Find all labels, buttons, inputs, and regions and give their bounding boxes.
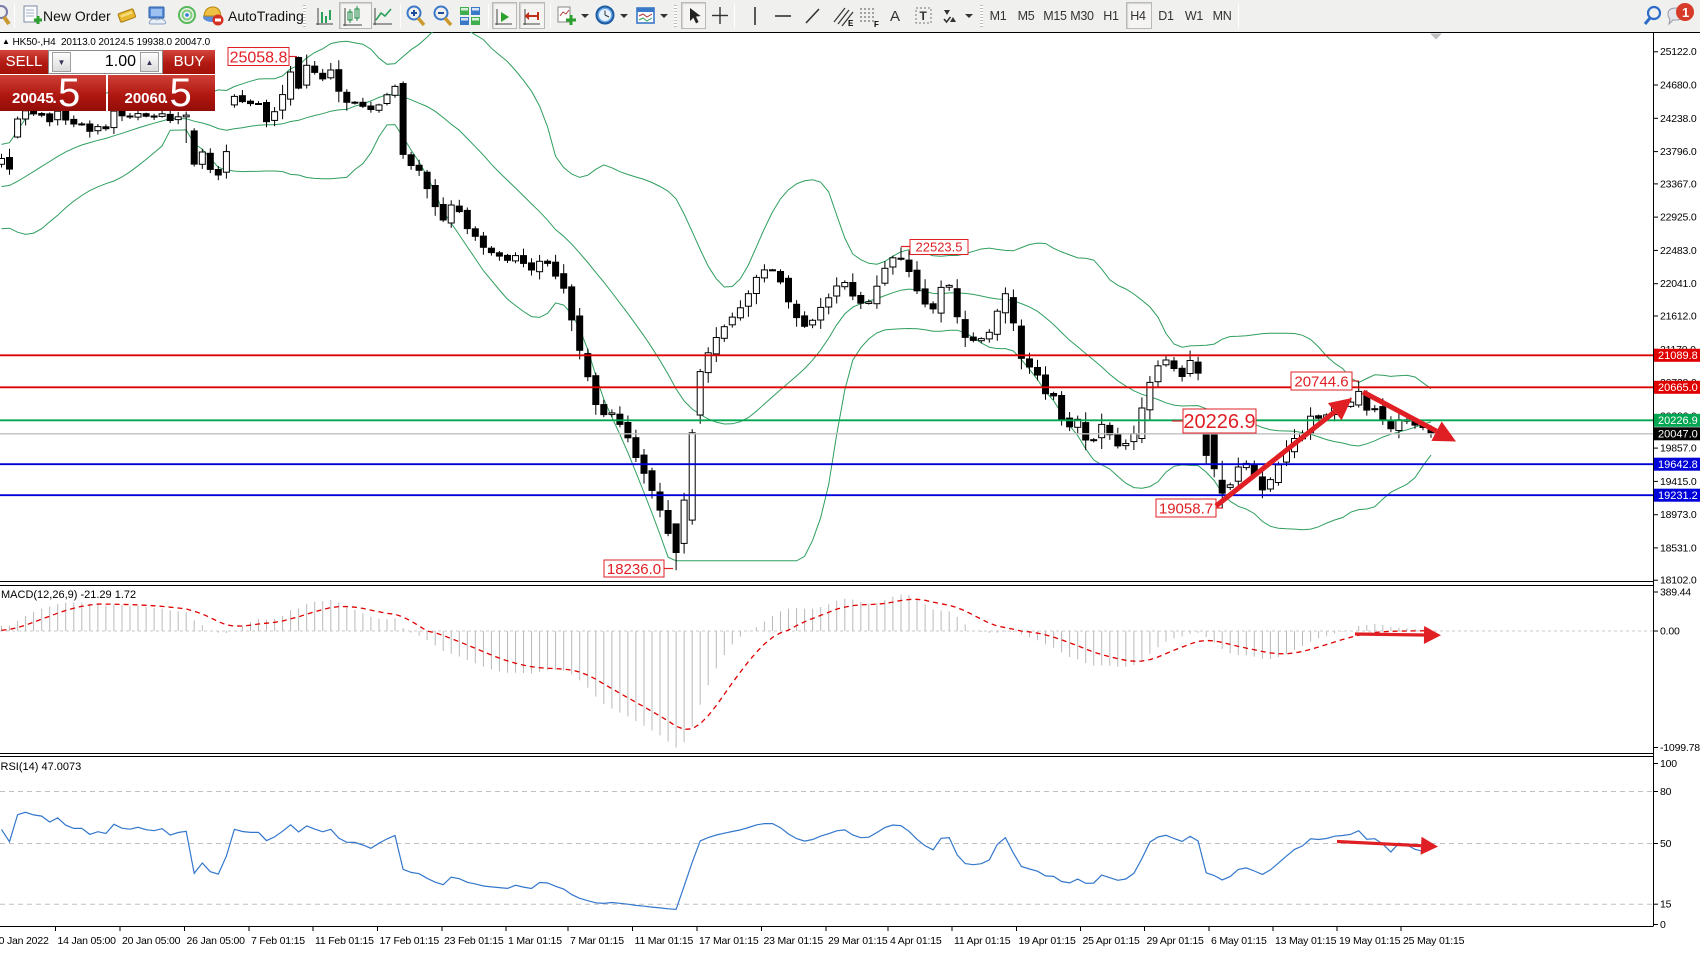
svg-text:18102.0: 18102.0: [1660, 575, 1697, 587]
svg-text:0: 0: [1660, 919, 1666, 931]
svg-text:25122.0: 25122.0: [1660, 46, 1697, 58]
svg-text:20226.9: 20226.9: [1658, 415, 1698, 427]
svg-text:A: A: [890, 8, 900, 25]
svg-text:E: E: [848, 19, 854, 28]
svg-text:19 May 01:15: 19 May 01:15: [1339, 935, 1401, 947]
svg-text:19642.8: 19642.8: [1658, 459, 1698, 471]
svg-text:19415.0: 19415.0: [1660, 476, 1697, 488]
svg-text:7 Mar 01:15: 7 Mar 01:15: [570, 935, 624, 947]
svg-text:19058.7: 19058.7: [1159, 500, 1213, 517]
svg-text:18236.0: 18236.0: [607, 561, 661, 578]
svg-text:22483.0: 22483.0: [1660, 245, 1697, 257]
svg-text:19 Apr 01:15: 19 Apr 01:15: [1019, 935, 1077, 947]
svg-text:50: 50: [1660, 838, 1672, 850]
svg-text:1 Mar 01:15: 1 Mar 01:15: [508, 935, 562, 947]
svg-text:20047.0: 20047.0: [1658, 429, 1698, 441]
svg-text:1: 1: [1682, 5, 1689, 20]
svg-text:6 May 01:15: 6 May 01:15: [1211, 935, 1267, 947]
svg-text:10 Jan 2022: 10 Jan 2022: [0, 935, 49, 947]
svg-text:14 Jan 05:00: 14 Jan 05:00: [58, 935, 117, 947]
svg-text:24680.0: 24680.0: [1660, 80, 1697, 92]
svg-text:19857.0: 19857.0: [1660, 443, 1697, 455]
svg-text:22925.0: 22925.0: [1660, 212, 1697, 224]
svg-text:17 Feb 01:15: 17 Feb 01:15: [380, 935, 440, 947]
svg-text:21089.8: 21089.8: [1658, 350, 1698, 362]
svg-text:100: 100: [1660, 758, 1677, 770]
svg-text:11 Feb 01:15: 11 Feb 01:15: [315, 935, 374, 947]
svg-text:11 Mar 01:15: 11 Mar 01:15: [635, 935, 694, 947]
svg-text:T: T: [920, 9, 928, 23]
svg-text:20 Jan 05:00: 20 Jan 05:00: [122, 935, 181, 947]
svg-text:11 Apr 01:15: 11 Apr 01:15: [954, 935, 1011, 947]
svg-text:29 Mar 01:15: 29 Mar 01:15: [828, 935, 888, 947]
svg-text:24238.0: 24238.0: [1660, 113, 1697, 125]
svg-text:25058.8: 25058.8: [230, 49, 288, 66]
svg-text:23796.0: 23796.0: [1660, 146, 1697, 158]
svg-text:F: F: [874, 20, 879, 29]
svg-text:20744.6: 20744.6: [1294, 373, 1348, 390]
svg-text:19231.2: 19231.2: [1658, 490, 1698, 502]
svg-text:25 May 01:15: 25 May 01:15: [1403, 935, 1465, 947]
svg-text:26 Jan 05:00: 26 Jan 05:00: [187, 935, 246, 947]
svg-text:13 May 01:15: 13 May 01:15: [1275, 935, 1337, 947]
svg-text:23367.0: 23367.0: [1660, 178, 1697, 190]
svg-text:18531.0: 18531.0: [1660, 542, 1697, 554]
svg-text:4 Apr 01:15: 4 Apr 01:15: [890, 935, 942, 947]
svg-text:20226.9: 20226.9: [1183, 411, 1255, 433]
svg-text:15: 15: [1660, 899, 1672, 911]
svg-text:389.44: 389.44: [1660, 587, 1691, 599]
svg-text:17 Mar 01:15: 17 Mar 01:15: [699, 935, 759, 947]
svg-text:18973.0: 18973.0: [1660, 509, 1697, 521]
svg-text:23 Feb 01:15: 23 Feb 01:15: [444, 935, 504, 947]
svg-text:RSI(14) 47.0073: RSI(14) 47.0073: [1, 761, 82, 773]
svg-text:22523.5: 22523.5: [916, 240, 963, 255]
svg-text:MACD(12,26,9) -21.29 1.72: MACD(12,26,9) -21.29 1.72: [1, 589, 136, 601]
svg-text:80: 80: [1660, 786, 1672, 798]
svg-text:21612.0: 21612.0: [1660, 311, 1697, 323]
svg-text:0.00: 0.00: [1660, 626, 1680, 638]
svg-text:23 Mar 01:15: 23 Mar 01:15: [764, 935, 824, 947]
svg-text:25 Apr 01:15: 25 Apr 01:15: [1083, 935, 1141, 947]
svg-text:20665.0: 20665.0: [1658, 382, 1698, 394]
svg-text:7 Feb 01:15: 7 Feb 01:15: [251, 935, 305, 947]
svg-text:-1099.78: -1099.78: [1660, 742, 1700, 754]
svg-text:29 Apr 01:15: 29 Apr 01:15: [1147, 935, 1205, 947]
svg-text:22041.0: 22041.0: [1660, 278, 1697, 290]
